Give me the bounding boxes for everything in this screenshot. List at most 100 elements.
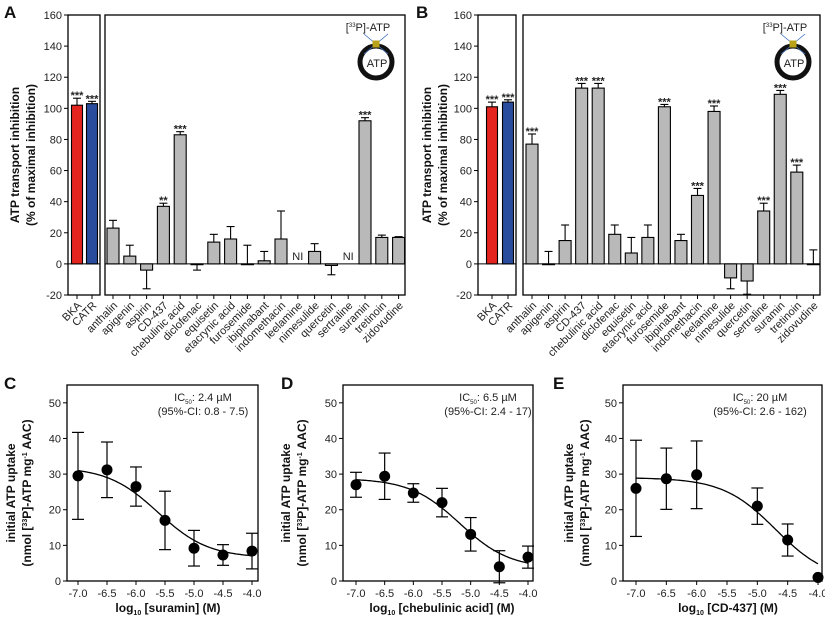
inset-label-part: P]-ATP bbox=[356, 22, 391, 34]
data-point bbox=[130, 466, 142, 507]
bar bbox=[707, 110, 721, 265]
y-tick-label: 120 bbox=[454, 72, 472, 84]
ylabel-part: (nmol [ bbox=[295, 527, 309, 567]
axes-box bbox=[622, 384, 823, 582]
xlabel-sub: 10 bbox=[133, 610, 141, 617]
x-tick-label: -4.5 bbox=[778, 588, 797, 600]
ylabel-sup: 33 bbox=[580, 519, 587, 527]
ic50-label: IC50: 6.5 µM bbox=[459, 392, 517, 406]
data-point bbox=[493, 550, 506, 584]
bar bbox=[525, 143, 539, 265]
data-point bbox=[350, 471, 362, 498]
y-tick-label: 50 bbox=[49, 398, 61, 410]
bar-group: ***suramin bbox=[336, 110, 372, 336]
bar bbox=[274, 238, 288, 265]
bar bbox=[790, 171, 804, 265]
inset-label: [33P]-ATP bbox=[763, 22, 807, 34]
y-tick-label: 60 bbox=[460, 166, 472, 178]
x-tick-label: -4.0 bbox=[243, 588, 262, 600]
bar-group: ***CD-437 bbox=[554, 75, 589, 335]
bar bbox=[773, 93, 787, 265]
x-axis-title: log10 [chebulinic acid] (M) bbox=[369, 601, 514, 617]
marker bbox=[379, 470, 391, 482]
bar bbox=[674, 240, 688, 265]
y-tick-label: 60 bbox=[50, 166, 62, 178]
y-tick-label: 20 bbox=[49, 505, 61, 517]
y-axis-title: initial ATP uptake bbox=[4, 443, 18, 542]
panel-letter: E bbox=[553, 374, 564, 393]
controls-axes-box bbox=[477, 14, 517, 296]
axes-box bbox=[342, 384, 534, 582]
inset-label-part: [ bbox=[346, 22, 349, 34]
ylabel-sup: -1 bbox=[580, 452, 587, 458]
bar bbox=[375, 236, 389, 265]
y-tick-label: 0 bbox=[466, 259, 472, 271]
data-point bbox=[407, 483, 420, 503]
bar bbox=[806, 263, 820, 266]
y-tick-label: -20 bbox=[456, 290, 472, 302]
y-tick-label: 120 bbox=[44, 72, 62, 84]
marker bbox=[812, 571, 824, 583]
bar bbox=[541, 263, 556, 266]
y-tick-label: 0 bbox=[56, 259, 62, 271]
marker bbox=[130, 481, 142, 493]
bar bbox=[591, 87, 605, 265]
inset-label-part: [ bbox=[763, 22, 766, 34]
bar bbox=[575, 87, 589, 265]
x-axis-title: log10 [suramin] (M) bbox=[115, 601, 220, 617]
y-tick-label: 40 bbox=[49, 433, 61, 445]
y-tick-label: 50 bbox=[325, 398, 337, 410]
ci-label: (95%-CI: 2.6 - 162) bbox=[713, 406, 807, 418]
data-point bbox=[101, 441, 113, 499]
y-tick-label: 40 bbox=[50, 197, 62, 209]
x-tick-label: -6.0 bbox=[127, 588, 146, 600]
data-point bbox=[217, 544, 229, 566]
x-tick-label: -6.5 bbox=[98, 588, 117, 600]
significance-mark: *** bbox=[86, 93, 100, 105]
data-point bbox=[72, 431, 84, 520]
y-tick-label: 10 bbox=[49, 540, 61, 552]
marker bbox=[159, 514, 171, 526]
y-axis-title: initial ATP uptake bbox=[562, 443, 576, 542]
data-point bbox=[812, 571, 824, 583]
y-tick-label: -20 bbox=[46, 290, 62, 302]
x-tick-label: -6.0 bbox=[404, 588, 423, 600]
y-tick-label: 20 bbox=[460, 228, 472, 240]
x-tick-label: -7.0 bbox=[347, 588, 366, 600]
bar bbox=[608, 233, 622, 265]
bar bbox=[70, 104, 84, 265]
xlabel-part: log bbox=[369, 601, 387, 615]
panel-letter: A bbox=[4, 3, 16, 22]
ic50-sub: 50 bbox=[744, 400, 751, 406]
axes-box bbox=[66, 384, 259, 582]
significance-mark: *** bbox=[691, 180, 705, 192]
significance-mark: *** bbox=[708, 98, 722, 110]
x-tick-label: -4.5 bbox=[490, 588, 509, 600]
x-axis-title: log10 [CD-437] (M) bbox=[678, 601, 778, 617]
significance-mark: ** bbox=[159, 195, 168, 207]
data-point bbox=[188, 529, 200, 567]
x-tick-label: -6.5 bbox=[375, 588, 394, 600]
y-tick-label: 160 bbox=[454, 10, 472, 22]
y-axis-title: initial ATP uptake bbox=[279, 443, 293, 542]
bar bbox=[324, 263, 338, 266]
ic50-part: IC bbox=[174, 392, 185, 404]
ic50-label: IC50: 2.4 µM bbox=[174, 392, 232, 406]
y-tick-label: 0 bbox=[611, 576, 617, 588]
data-point bbox=[464, 516, 477, 552]
significance-mark: *** bbox=[502, 92, 516, 104]
bar bbox=[190, 263, 204, 266]
xlabel-part: log bbox=[115, 601, 133, 615]
y-tick-label: 40 bbox=[325, 433, 337, 445]
compounds-axes-box bbox=[104, 14, 406, 296]
marker bbox=[522, 551, 534, 563]
x-tick-label: -5.0 bbox=[185, 588, 204, 600]
atp-vesicle-icon: [33P]-ATP ATP bbox=[763, 22, 812, 81]
ylabel-sup: -1 bbox=[22, 452, 29, 458]
y-tick-label: 10 bbox=[325, 540, 337, 552]
y-tick-label: 50 bbox=[605, 398, 617, 410]
inset-label: [33P]-ATP bbox=[346, 22, 390, 34]
x-tick-label: -5.0 bbox=[461, 588, 480, 600]
bar bbox=[85, 103, 99, 265]
marker bbox=[782, 534, 794, 546]
